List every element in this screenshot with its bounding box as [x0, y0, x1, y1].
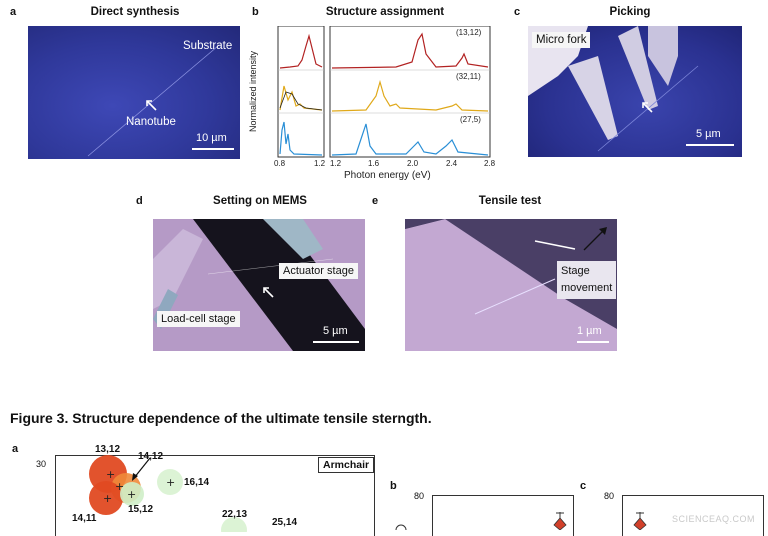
actuator-stage-label: Actuator stage [279, 263, 358, 279]
panel-c-label: c [514, 6, 521, 18]
svg-text:+: + [166, 476, 175, 489]
spectra-chart [277, 26, 491, 158]
svg-text:+: + [115, 480, 124, 493]
trace-label-1: (13,12) [456, 28, 482, 37]
micro-fork-label: Micro fork [532, 32, 591, 48]
label-14-12: 14,12 [138, 451, 164, 462]
stage-word: Stage [561, 265, 590, 277]
stage-direction-arrow-icon [583, 227, 607, 251]
scale-label-d: 5 µm [323, 325, 348, 337]
label-15-12: 15,12 [128, 504, 154, 515]
lower-b-marker [553, 512, 567, 530]
y-axis-label: Normalized intensity [248, 50, 258, 132]
panel-a-title: Direct synthesis [90, 6, 180, 18]
substrate-label: Substrate [183, 40, 233, 52]
load-cell-stage-label: Load-cell stage [157, 311, 240, 327]
lower-b-partial-circle [395, 524, 407, 530]
x-axis-label: Photon energy (eV) [344, 170, 431, 181]
panel-b-label: b [252, 6, 259, 18]
armchair-legend: Armchair [318, 457, 375, 473]
panel-d-label: d [136, 195, 143, 207]
scale-bar-c [686, 144, 734, 146]
lower-c-plot [622, 495, 764, 536]
sem-image-tensile-test: Stage movement 1 µm [405, 219, 617, 351]
movement-word: movement [561, 282, 613, 294]
lower-b-plot [432, 495, 574, 536]
arrow-icon [146, 100, 157, 111]
tick-1.2-right: 1.2 [330, 159, 342, 168]
svg-text:+: + [106, 468, 115, 481]
y-tick-30: 30 [36, 459, 47, 469]
panel-a-label: a [10, 6, 17, 18]
arrow-icon [642, 102, 653, 113]
lower-panel-a-label: a [12, 443, 19, 455]
figure-caption: Figure 3. Structure dependence of the ul… [10, 410, 432, 426]
sem-image-mems: Actuator stage Load-cell stage 5 µm [153, 219, 365, 351]
scale-bar-e [577, 341, 609, 343]
scale-label-c: 5 µm [696, 128, 721, 140]
label-22-13: 22,13 [222, 509, 248, 520]
watermark: SCIENCEAQ.COM [672, 514, 756, 524]
tick-2.4: 2.4 [446, 159, 458, 168]
tick-0.8: 0.8 [274, 159, 286, 168]
label-14-11: 14,11 [72, 513, 97, 524]
scale-bar-d [313, 341, 359, 343]
scale-bar-a [192, 148, 234, 150]
tick-1.2-left: 1.2 [314, 159, 326, 168]
trace-label-2: (32,11) [456, 72, 481, 81]
nanotube-label: Nanotube [126, 116, 176, 128]
tick-2.8: 2.8 [484, 159, 496, 168]
label-16-14: 16,14 [184, 477, 210, 488]
label-25-14: 25,14 [272, 517, 298, 528]
lower-panel-c-label: c [580, 480, 587, 492]
sem-image-direct-synthesis: Substrate Nanotube 10 µm [28, 26, 240, 159]
svg-text:+: + [103, 492, 112, 505]
scale-label-e: 1 µm [577, 325, 602, 337]
lower-c-tick-80: 80 [604, 491, 615, 501]
scale-label-a: 10 µm [196, 132, 227, 144]
chirality-circles: + + + + + [89, 455, 247, 532]
panel-b-title: Structure assignment [325, 6, 445, 18]
trace-label-3: (27,5) [460, 115, 481, 124]
tick-1.6: 1.6 [368, 159, 380, 168]
panel-e-label: e [372, 195, 379, 207]
tick-2.0: 2.0 [407, 159, 419, 168]
panel-d-title: Setting on MEMS [213, 195, 307, 207]
lower-panel-b-label: b [390, 480, 397, 492]
lower-c-marker [633, 512, 647, 530]
lower-b-tick-80: 80 [414, 491, 425, 501]
panel-e-title: Tensile test [478, 195, 542, 207]
stage-movement-label: Stage movement [557, 261, 617, 299]
sem-image-picking: Micro fork 5 µm [528, 26, 742, 157]
svg-text:+: + [127, 488, 136, 501]
panel-c-title: Picking [609, 6, 651, 18]
arrow-icon [263, 287, 274, 298]
label-13-12: 13,12 [95, 444, 121, 455]
